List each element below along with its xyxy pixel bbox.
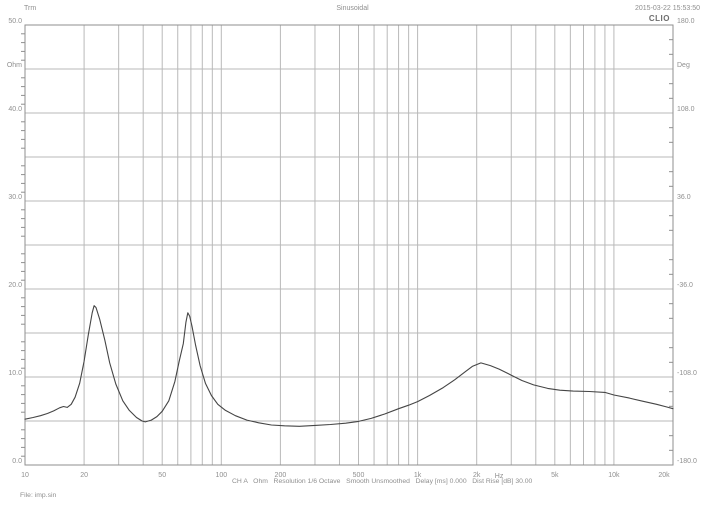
freq-axis-tick-label: 50	[158, 472, 166, 479]
freq-axis-tick-label: 2k	[473, 472, 481, 479]
freq-axis-tick-label: 200	[275, 472, 287, 479]
ohm-axis-unit-label: Ohm	[7, 62, 22, 69]
freq-axis-tick-label: 20k	[658, 472, 670, 479]
ohm-axis-tick-label: 50.0	[8, 18, 22, 25]
freq-axis-tick-label: 500	[353, 472, 365, 479]
freq-axis-tick-label: 1k	[414, 472, 422, 479]
measurement-settings: CH A Ohm Resolution 1/6 Octave Smooth Un…	[232, 478, 533, 485]
ohm-axis-tick-label: 30.0	[8, 194, 22, 201]
measurement-type-title: Sinusoidal	[336, 5, 369, 12]
freq-axis-tick-label: 20	[80, 472, 88, 479]
deg-axis-tick-label: 36.0	[677, 194, 691, 201]
deg-axis-unit-label: Deg	[677, 62, 690, 69]
deg-axis-tick-label: 108.0	[677, 106, 695, 113]
deg-axis-tick-label: 180.0	[677, 18, 695, 25]
freq-axis-unit-label: Hz	[495, 473, 504, 480]
ohm-axis-tick-label: 20.0	[8, 282, 22, 289]
freq-axis-tick-label: 100	[215, 472, 227, 479]
freq-axis-tick-label: 10	[21, 472, 29, 479]
clio-logo: CLIO	[648, 14, 670, 23]
deg-axis-tick-label: -108.0	[677, 370, 697, 377]
timestamp: 2015-03-22 15:53:50	[635, 5, 700, 12]
freq-axis-tick-label: 5k	[551, 472, 559, 479]
ohm-axis-tick-label: 0.0	[12, 458, 22, 465]
deg-axis-tick-label: -36.0	[677, 282, 693, 289]
plot-border	[24, 24, 674, 466]
file-name: File: imp.sin	[20, 492, 57, 499]
impedance-curve	[24, 305, 674, 427]
ohm-axis-tick-label: 10.0	[8, 370, 22, 377]
measurement-label: Trm	[24, 5, 37, 12]
deg-axis-tick-label: -180.0	[677, 458, 697, 465]
ohm-axis-tick-label: 40.0	[8, 106, 22, 113]
freq-axis-tick-label: 10k	[608, 472, 620, 479]
